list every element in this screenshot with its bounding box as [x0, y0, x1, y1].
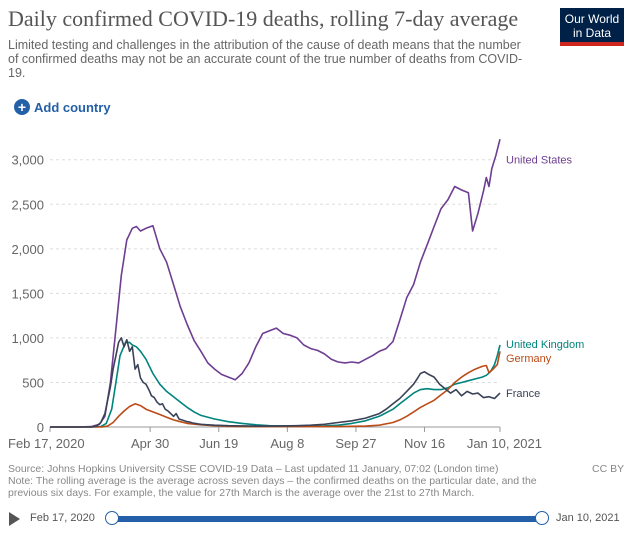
- timeline-start-label: Feb 17, 2020: [30, 512, 95, 524]
- note-text: Note: The rolling average is the average…: [8, 475, 537, 499]
- x-tick-label: Aug 8: [270, 436, 304, 451]
- y-tick-label: 1,000: [11, 331, 44, 346]
- y-tick-label: 3,000: [11, 153, 44, 168]
- series-line-france: [50, 337, 501, 428]
- x-tick-label: Jan 10, 2021: [467, 436, 542, 451]
- timeline-end-label: Jan 10, 2021: [556, 512, 620, 524]
- x-tick-label: Sep 27: [335, 436, 376, 451]
- legend-label: France: [506, 388, 540, 400]
- timeline: Feb 17, 2020 Jan 10, 2021: [0, 508, 636, 530]
- x-tick-label: Apr 30: [131, 436, 169, 451]
- y-tick-label: 1,500: [11, 286, 44, 301]
- source-note: Source: Johns Hopkins University CSSE CO…: [8, 463, 568, 499]
- y-tick-label: 500: [22, 375, 44, 390]
- x-tick-label: Feb 17, 2020: [8, 436, 85, 451]
- logo-line-2: in Data: [572, 26, 612, 40]
- y-tick-label: 0: [37, 420, 44, 435]
- legend-label: Germany: [506, 353, 552, 365]
- chart-title: Daily confirmed COVID-19 deaths, rolling…: [8, 6, 519, 31]
- timeline-start-handle[interactable]: [105, 511, 119, 525]
- legend-label: United Kingdom: [506, 339, 584, 351]
- owid-logo[interactable]: Our World in Data: [560, 8, 624, 46]
- x-tick-label: Jun 19: [199, 436, 238, 451]
- legend-label: United States: [506, 155, 573, 167]
- y-tick-label: 2,000: [11, 242, 44, 257]
- y-tick-label: 2,500: [11, 197, 44, 212]
- line-chart: 0 500 1,000 1,500 2,000 2,500 3,000 Feb 17, 202…: [8, 139, 584, 451]
- x-tick-label: Nov 16: [404, 436, 445, 451]
- timeline-end-handle[interactable]: [535, 511, 549, 525]
- logo-line-1: Our World: [564, 12, 620, 26]
- plus-icon: +: [14, 99, 30, 115]
- source-text: Source: Johns Hopkins University CSSE CO…: [8, 463, 499, 475]
- license-link[interactable]: CC BY: [592, 463, 625, 475]
- add-country-button[interactable]: + Add country: [14, 99, 111, 115]
- series-line-united-kingdom: [50, 341, 501, 428]
- play-icon[interactable]: [9, 512, 20, 526]
- timeline-track[interactable]: [112, 516, 542, 522]
- add-country-label: Add country: [34, 99, 111, 115]
- series-line-united-states: [50, 139, 501, 428]
- chart-subtitle: Limited testing and challenges in the at…: [8, 38, 523, 80]
- series-line-germany: [50, 351, 501, 428]
